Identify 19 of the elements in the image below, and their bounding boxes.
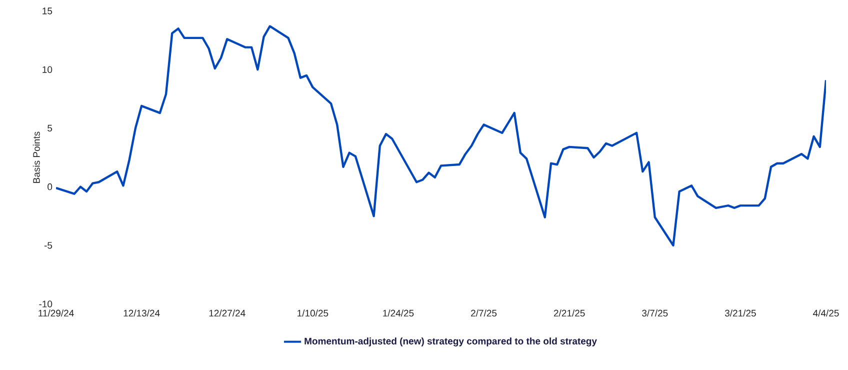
x-tick-label: 1/24/25 — [383, 310, 414, 317]
y-tick-label: 15 — [42, 8, 52, 14]
x-tick-label: 11/29/24 — [38, 310, 74, 317]
x-tick-label: 3/21/25 — [724, 310, 756, 317]
y-tick-label: -5 — [44, 242, 52, 249]
line-series — [56, 25, 826, 246]
y-tick-label: 0 — [48, 183, 52, 190]
x-tick-label: 3/7/25 — [642, 310, 668, 317]
y-tick-label: 5 — [48, 124, 52, 132]
x-tick-label: 1/10/25 — [298, 310, 328, 317]
y-tick-label: -10 — [39, 300, 52, 308]
x-tick-label: 12/27/24 — [209, 310, 246, 317]
x-tick-label: 4/4/25 — [813, 310, 839, 317]
x-tick-label: 2/7/25 — [471, 310, 497, 317]
x-tick-label: 2/21/25 — [554, 310, 585, 317]
y-tick-label: 10 — [42, 66, 52, 73]
legend-label: Momentum-adjusted (new) strategy compared to the old strategy — [304, 338, 597, 346]
x-tick-label: 12/13/24 — [124, 310, 160, 317]
y-axis-title: Basis Points — [32, 132, 40, 183]
